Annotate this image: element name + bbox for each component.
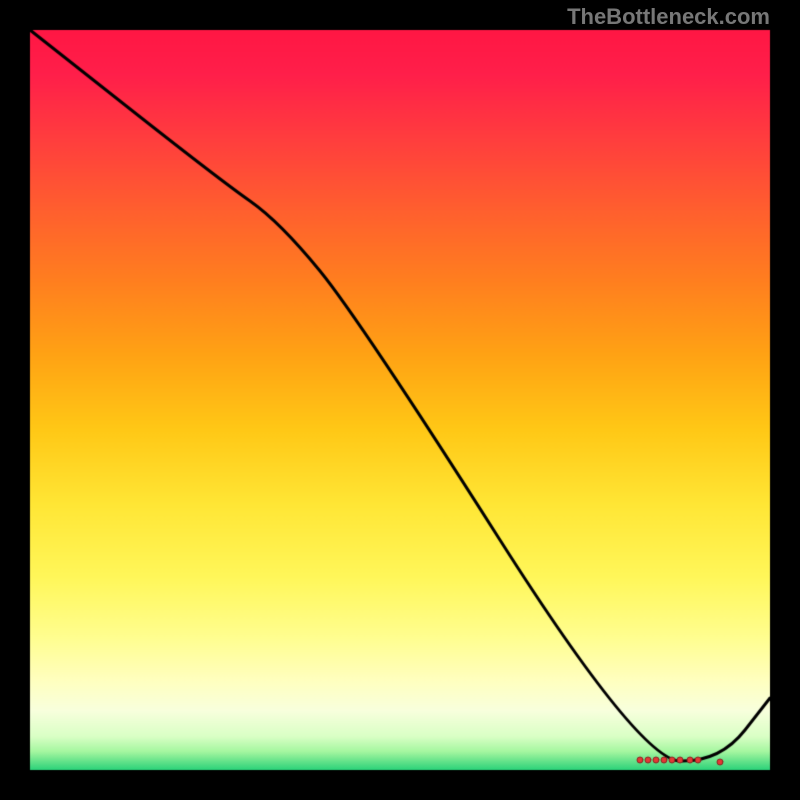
- chart-container: TheBottleneck.com: [0, 0, 800, 800]
- gradient-line-chart: [0, 0, 800, 800]
- watermark-text: TheBottleneck.com: [567, 4, 770, 30]
